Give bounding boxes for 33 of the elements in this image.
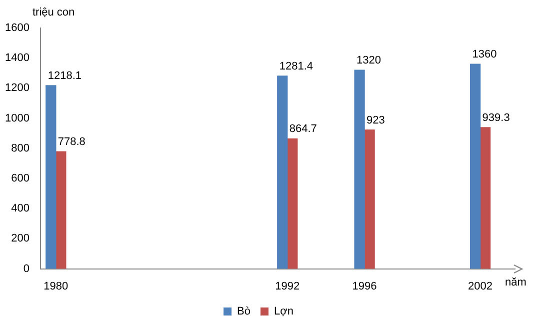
- y-tick-label: 800: [11, 142, 30, 154]
- x-tick-label: 1980: [44, 280, 68, 292]
- y-axis-title: triệu con: [32, 6, 75, 19]
- data-label: 1281.4: [279, 60, 314, 72]
- data-label: 864.7: [289, 123, 317, 136]
- data-label: 1218.1: [48, 70, 82, 82]
- data-label: 778.8: [58, 136, 86, 148]
- y-tick-label: 1000: [4, 112, 30, 124]
- data-label: 1320: [356, 54, 382, 67]
- bar: [46, 85, 56, 269]
- y-tick-label: 200: [11, 232, 30, 245]
- bar: [354, 70, 365, 269]
- bar: [277, 76, 288, 269]
- data-label: 939.3: [482, 112, 510, 124]
- y-tick-label: 0: [23, 262, 30, 275]
- x-axis-title: năm: [505, 276, 526, 288]
- y-tick-label: 1200: [4, 82, 30, 94]
- y-tick-label: 600: [11, 172, 30, 185]
- legend-label: Lợn: [274, 306, 294, 318]
- data-label: 1360: [472, 48, 497, 61]
- legend-label: Bò: [237, 306, 251, 318]
- bar: [364, 130, 375, 269]
- y-tick-label: 400: [11, 202, 30, 215]
- bar: [56, 151, 66, 269]
- x-tick-label: 1996: [352, 280, 377, 292]
- data-label: 923: [366, 114, 385, 126]
- bar: [470, 64, 481, 269]
- x-tick-label: 1992: [275, 280, 300, 292]
- bar: [480, 127, 491, 269]
- y-tick-label: 1400: [4, 52, 30, 64]
- bar: [287, 138, 298, 269]
- x-tick-label: 2002: [468, 280, 493, 292]
- y-tick-label: 1600: [4, 22, 30, 34]
